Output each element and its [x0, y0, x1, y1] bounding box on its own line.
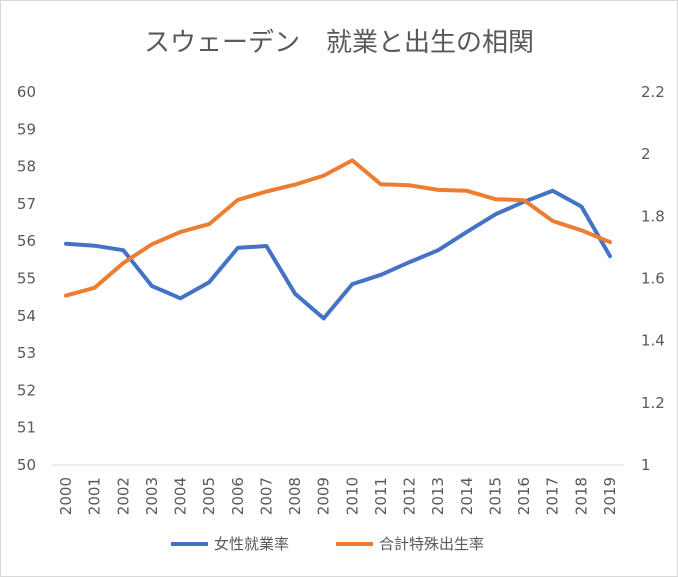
left-tick-label: 51 [17, 419, 36, 437]
right-tick-label: 1.6 [641, 270, 665, 288]
chart-title: スウェーデン 就業と出生の相関 [144, 28, 534, 58]
x-tick-label: 2018 [572, 477, 590, 515]
x-tick-label: 2006 [229, 477, 247, 515]
x-tick-label: 2008 [286, 477, 304, 515]
left-tick-label: 54 [17, 307, 36, 325]
right-tick-label: 1.8 [641, 207, 665, 225]
x-tick-label: 2009 [315, 477, 333, 515]
x-tick-label: 2001 [86, 477, 104, 515]
x-tick-label: 2000 [57, 477, 75, 515]
x-tick-label: 2012 [401, 477, 419, 515]
legend-label: 合計特殊出生率 [379, 535, 484, 553]
left-tick-label: 52 [17, 381, 36, 399]
x-axis-ticks: 2000 2001 2002 2003 2004 2005 2006 2007 2008 2009… [57, 477, 619, 515]
left-tick-label: 59 [17, 120, 36, 138]
left-tick-label: 55 [17, 270, 36, 288]
x-tick-label: 2002 [114, 477, 132, 515]
x-tick-label: 2003 [143, 477, 161, 515]
legend-label: 女性就業率 [214, 535, 289, 553]
left-tick-label: 53 [17, 344, 36, 362]
series-lines [64, 158, 612, 321]
left-tick-label: 60 [17, 83, 36, 101]
series-line-2 [64, 158, 612, 298]
x-tick-label: 2019 [601, 477, 619, 515]
right-tick-label: 1.2 [641, 394, 665, 412]
x-tick-label: 2007 [257, 477, 275, 515]
x-tick-label: 2016 [515, 477, 533, 515]
x-tick-label: 2015 [486, 477, 504, 515]
right-axis-ticks: 1 1.2 1.4 1.6 1.8 2 2.2 [641, 83, 665, 474]
left-tick-label: 58 [17, 158, 36, 176]
x-tick-label: 2011 [372, 477, 390, 515]
right-tick-label: 2 [641, 145, 651, 163]
left-tick-label: 57 [17, 195, 36, 213]
series-line-1 [64, 188, 612, 321]
x-tick-label: 2013 [429, 477, 447, 515]
x-tick-label: 2014 [458, 477, 476, 515]
x-tick-label: 2017 [544, 477, 562, 515]
x-tick-label: 2005 [200, 477, 218, 515]
left-tick-label: 50 [17, 456, 36, 474]
left-axis-ticks: 50 51 52 53 54 55 56 57 58 59 60 [17, 83, 36, 474]
right-tick-label: 1.4 [641, 332, 665, 350]
legend: 女性就業率 合計特殊出生率 [171, 535, 484, 553]
right-tick-label: 2.2 [641, 83, 665, 101]
x-tick-label: 2004 [172, 477, 190, 515]
right-tick-label: 1 [641, 456, 651, 474]
x-tick-label: 2010 [343, 477, 361, 515]
left-tick-label: 56 [17, 232, 36, 250]
